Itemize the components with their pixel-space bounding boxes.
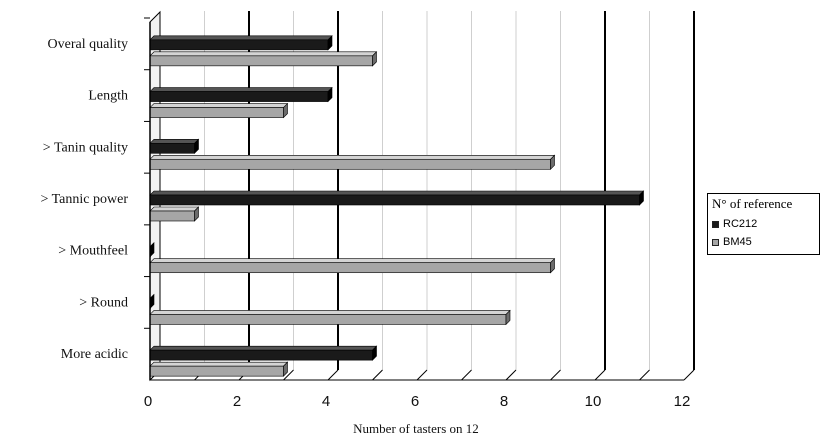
category-label: > Round (79, 295, 128, 310)
bar-bm45-6 (149, 361, 289, 377)
legend-swatch-bm45 (712, 238, 719, 246)
bar-rc212-6 (149, 345, 378, 361)
category-label: More acidic (61, 347, 128, 362)
category-label: > Tannic power (40, 192, 128, 207)
bar-rc212-0 (149, 35, 333, 51)
bar-rc212-3 (149, 190, 645, 206)
floor-gridline (639, 369, 650, 381)
x-tick-label: 4 (322, 393, 330, 410)
legend-title: N° of reference (712, 196, 793, 211)
floor-gridline (594, 369, 606, 381)
x-tick-label: 2 (233, 393, 241, 410)
category-label: Length (88, 89, 128, 104)
legend-entry-bm45: BM45 (712, 236, 752, 248)
bar-bm45-0 (149, 51, 378, 67)
floor-gridline (372, 369, 383, 381)
legend: N° of reference RC212 BM45 (707, 193, 820, 255)
x-tick-label: 8 (500, 393, 508, 410)
floor-gridline (505, 369, 517, 381)
floor-gridline (550, 369, 561, 381)
x-tick-label: 6 (411, 393, 419, 410)
floor-gridline (416, 369, 428, 381)
legend-label-rc212: RC212 (723, 218, 758, 230)
bar-bm45-1 (149, 102, 289, 119)
legend-swatch-rc212 (712, 220, 719, 228)
x-tick-labels: 0 2 4 6 8 10 12 (144, 393, 691, 410)
x-tick-label: 12 (674, 393, 691, 410)
category-label: > Mouthfeel (58, 244, 128, 259)
x-axis-title: Number of tasters on 12 (353, 421, 479, 436)
x-tick-label: 0 (144, 393, 152, 410)
category-label: > Tanin quality (43, 140, 128, 155)
floor-gridline (461, 369, 472, 381)
legend-label-bm45: BM45 (723, 236, 752, 248)
x-tick-label: 10 (585, 393, 602, 410)
floor-gridline (283, 369, 294, 381)
bars (149, 35, 645, 377)
bar-bm45-4 (149, 257, 556, 274)
legend-entry-rc212: RC212 (712, 218, 757, 230)
bar-bm45-3 (149, 206, 200, 222)
category-label: Overal quality (48, 37, 128, 52)
bar-bm45-5 (149, 309, 511, 326)
bar-bm45-2 (149, 154, 556, 171)
floor-gridline (327, 369, 339, 381)
bar-rc212-1 (149, 86, 333, 103)
category-labels: Overal quality Length > Tanin quality > Tan… (40, 37, 128, 362)
bar-rc212-2 (149, 138, 200, 155)
axes (144, 17, 684, 381)
floor-gridline (683, 369, 695, 381)
